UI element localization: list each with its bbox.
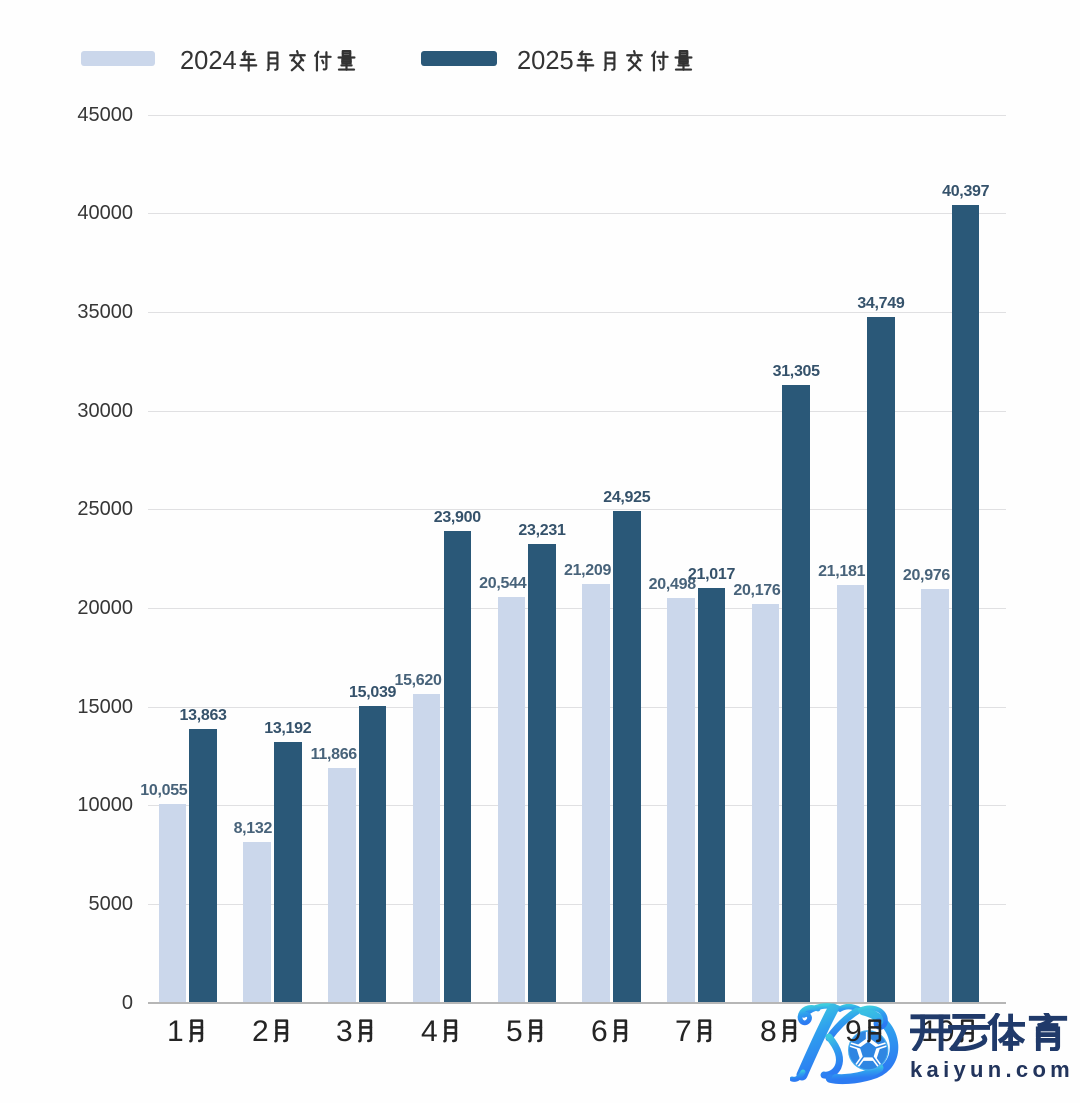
svg-text:8: 8	[760, 1017, 777, 1047]
svg-text:6: 6	[591, 1017, 608, 1047]
svg-text:3: 3	[336, 1017, 353, 1047]
svg-text:9: 9	[845, 1017, 862, 1047]
svg-text:4: 4	[421, 1017, 438, 1047]
svg-text:5: 5	[506, 1017, 523, 1047]
svg-text:2: 2	[252, 1017, 269, 1047]
svg-text:7: 7	[675, 1017, 692, 1047]
svg-text:2025: 2025	[517, 47, 574, 75]
svg-text:2024: 2024	[180, 47, 237, 75]
svg-text:1: 1	[167, 1017, 184, 1047]
